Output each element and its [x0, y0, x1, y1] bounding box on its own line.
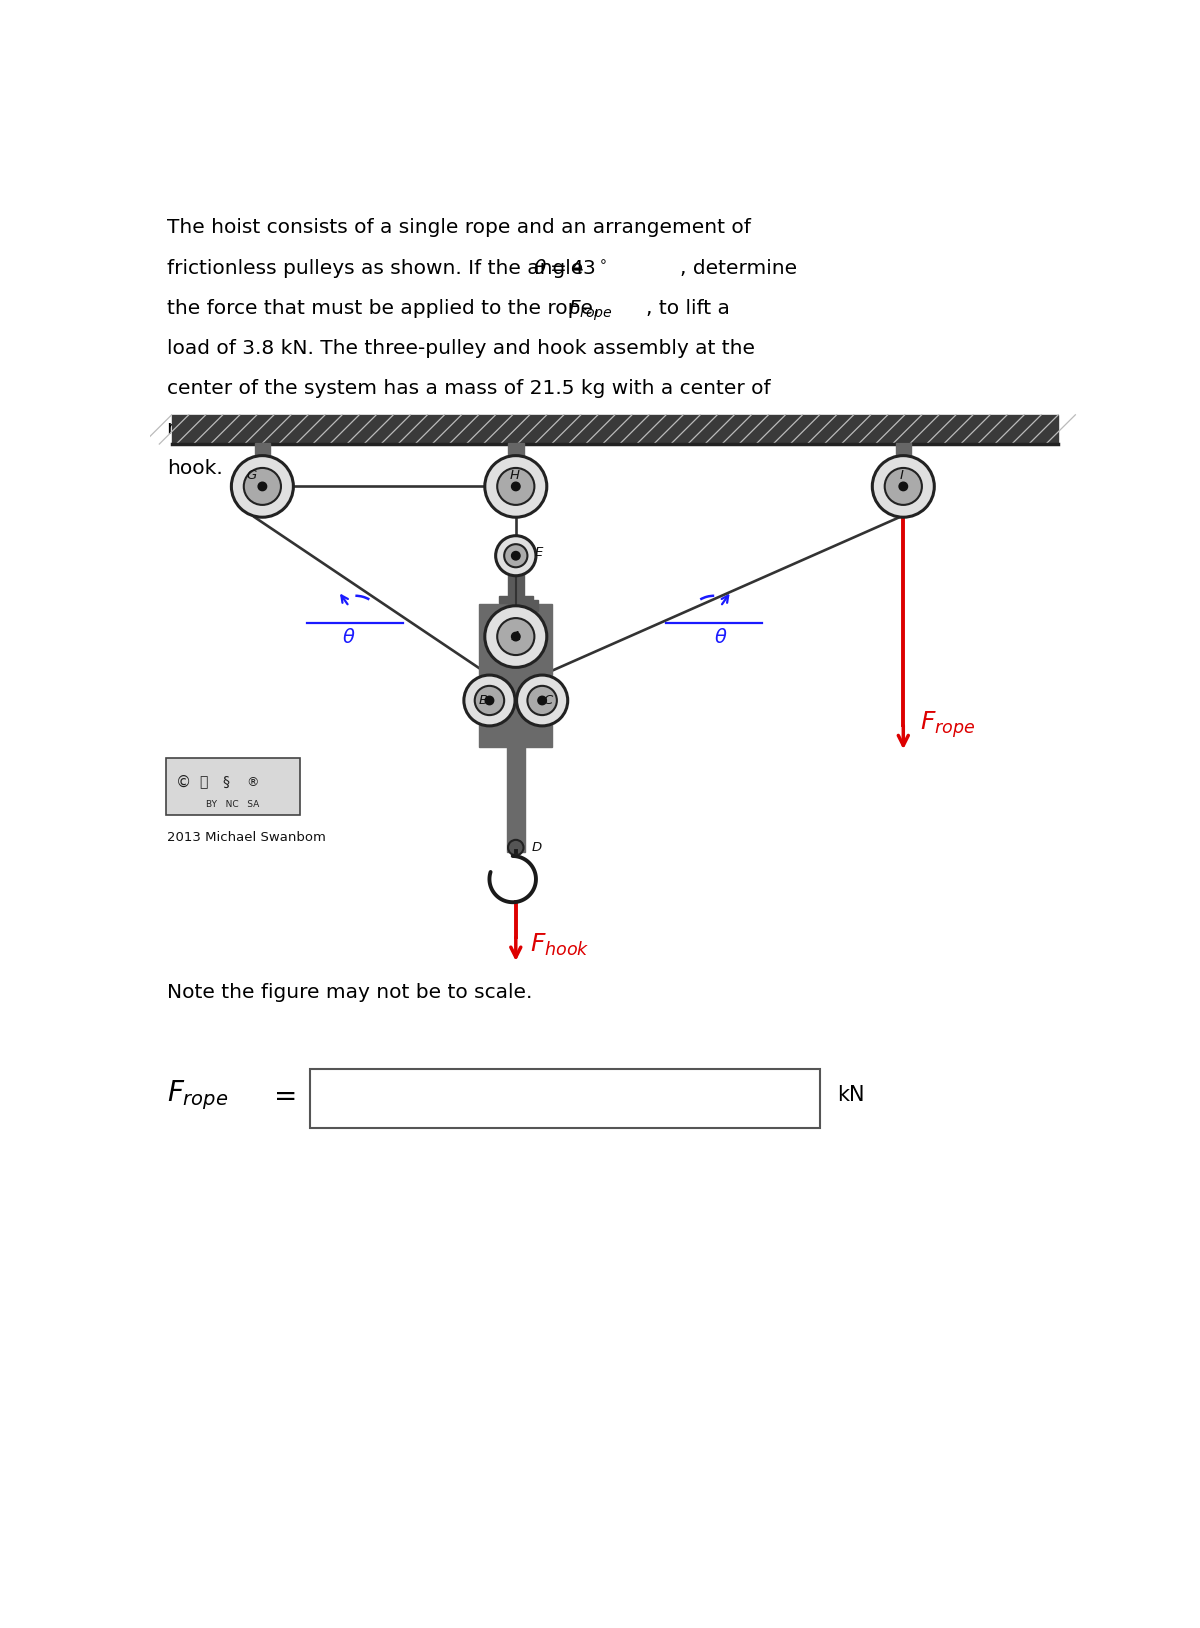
- Circle shape: [232, 456, 293, 518]
- Circle shape: [511, 552, 520, 560]
- Text: D: D: [532, 842, 541, 855]
- Text: $F_{rope}$: $F_{rope}$: [920, 710, 976, 741]
- Circle shape: [899, 482, 907, 490]
- Bar: [508, 552, 523, 597]
- Circle shape: [464, 676, 515, 726]
- Text: Note the figure may not be to scale.: Note the figure may not be to scale.: [167, 983, 533, 1003]
- Circle shape: [485, 606, 547, 667]
- Bar: [506, 744, 526, 851]
- Bar: [895, 443, 911, 487]
- Bar: [508, 443, 523, 487]
- Text: $\theta$: $\theta$: [714, 628, 727, 646]
- Circle shape: [528, 685, 557, 715]
- Text: , determine: , determine: [680, 259, 797, 277]
- Text: A: A: [511, 630, 521, 643]
- Circle shape: [511, 482, 520, 490]
- Text: kN: kN: [838, 1084, 865, 1105]
- Text: frictionless pulleys as shown. If the angle: frictionless pulleys as shown. If the an…: [167, 259, 589, 277]
- Text: I: I: [900, 469, 904, 482]
- Text: The hoist consists of a single rope and an arrangement of: The hoist consists of a single rope and …: [167, 218, 751, 238]
- Circle shape: [508, 840, 523, 855]
- Circle shape: [475, 685, 504, 715]
- Text: ⓘ: ⓘ: [199, 775, 208, 790]
- Text: ®: ®: [246, 775, 259, 788]
- Text: H: H: [509, 469, 520, 482]
- Circle shape: [872, 456, 935, 518]
- Text: $F_{rope}$: $F_{rope}$: [569, 298, 613, 322]
- Circle shape: [244, 467, 281, 505]
- Text: BY   NC   SA: BY NC SA: [206, 799, 259, 809]
- Bar: [499, 596, 533, 604]
- Circle shape: [497, 467, 534, 505]
- Bar: [508, 601, 538, 610]
- Bar: [479, 604, 552, 747]
- Text: $F_{rope}$: $F_{rope}$: [167, 1078, 228, 1112]
- Text: C: C: [544, 694, 553, 707]
- Circle shape: [884, 467, 922, 505]
- Text: mass that lies on the line of action of the force applied to the: mass that lies on the line of action of …: [167, 418, 786, 438]
- Text: the force that must be applied to the rope,: the force that must be applied to the ro…: [167, 298, 606, 317]
- Text: G: G: [246, 469, 257, 482]
- Text: E: E: [535, 545, 544, 558]
- Text: B: B: [479, 694, 488, 707]
- Text: hook.: hook.: [167, 459, 223, 477]
- Circle shape: [538, 697, 546, 705]
- Circle shape: [485, 456, 547, 518]
- Bar: [254, 443, 270, 487]
- Circle shape: [516, 676, 568, 726]
- FancyBboxPatch shape: [311, 1070, 821, 1128]
- Text: , to lift a: , to lift a: [646, 298, 730, 317]
- Text: center of the system has a mass of 21.5 kg with a center of: center of the system has a mass of 21.5 …: [167, 379, 770, 397]
- Circle shape: [258, 482, 266, 490]
- Circle shape: [497, 619, 534, 654]
- Text: $=$: $=$: [268, 1081, 295, 1109]
- FancyBboxPatch shape: [166, 759, 300, 816]
- Circle shape: [496, 536, 536, 576]
- Text: 2013 Michael Swanbom: 2013 Michael Swanbom: [167, 830, 326, 843]
- Text: §: §: [223, 775, 230, 790]
- Text: $F_{hook}$: $F_{hook}$: [529, 931, 589, 957]
- Text: $\theta$: $\theta$: [342, 628, 356, 646]
- Text: ©: ©: [176, 775, 192, 790]
- Text: load of 3.8 kN. The three-pulley and hook assembly at the: load of 3.8 kN. The three-pulley and hoo…: [167, 339, 755, 358]
- Text: $\theta = 43^\circ$: $\theta = 43^\circ$: [533, 259, 607, 277]
- Circle shape: [511, 632, 520, 641]
- Circle shape: [504, 544, 528, 567]
- Circle shape: [485, 697, 493, 705]
